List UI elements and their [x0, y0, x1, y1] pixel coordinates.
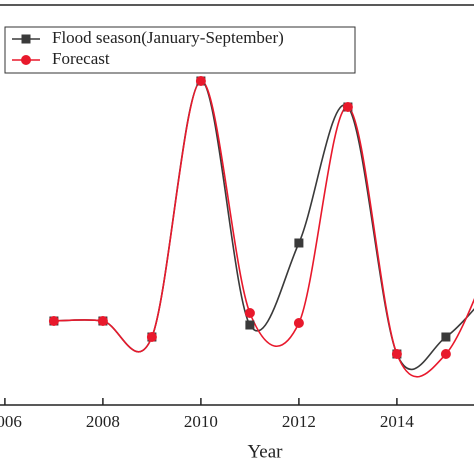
x-tick-label: 2008: [86, 412, 120, 431]
marker: [48, 316, 59, 326]
x-tick-label: 2010: [184, 412, 218, 431]
legend-label: Flood season(January-September): [52, 28, 284, 47]
legend-marker: [21, 55, 31, 65]
legend-marker: [21, 34, 31, 44]
marker: [391, 349, 402, 359]
marker: [244, 308, 255, 318]
marker: [195, 76, 206, 86]
legend-box: [4, 26, 356, 74]
marker: [146, 332, 157, 342]
x-tick-label: 2006: [0, 412, 22, 431]
marker: [294, 238, 304, 248]
marker: [441, 332, 451, 342]
x-tick-label: 2012: [282, 412, 316, 431]
marker: [245, 320, 255, 330]
x-tick-label: 2014: [380, 412, 415, 431]
legend-label: Forecast: [52, 49, 110, 68]
marker: [293, 318, 304, 328]
x-axis-label: Year: [247, 441, 283, 462]
series-line: [53, 80, 474, 371]
series-line: [53, 80, 474, 378]
marker: [97, 316, 108, 326]
marker: [342, 102, 353, 112]
marker: [440, 349, 451, 359]
